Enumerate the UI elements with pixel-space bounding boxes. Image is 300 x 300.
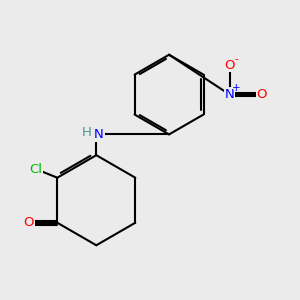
Text: O: O — [256, 88, 267, 101]
Text: N: N — [225, 88, 235, 101]
Text: Cl: Cl — [29, 163, 42, 176]
Text: N: N — [94, 128, 104, 141]
Text: +: + — [232, 83, 241, 93]
Text: O: O — [24, 216, 34, 229]
Text: H: H — [82, 126, 92, 139]
Text: -: - — [234, 54, 238, 64]
Text: O: O — [224, 58, 235, 72]
